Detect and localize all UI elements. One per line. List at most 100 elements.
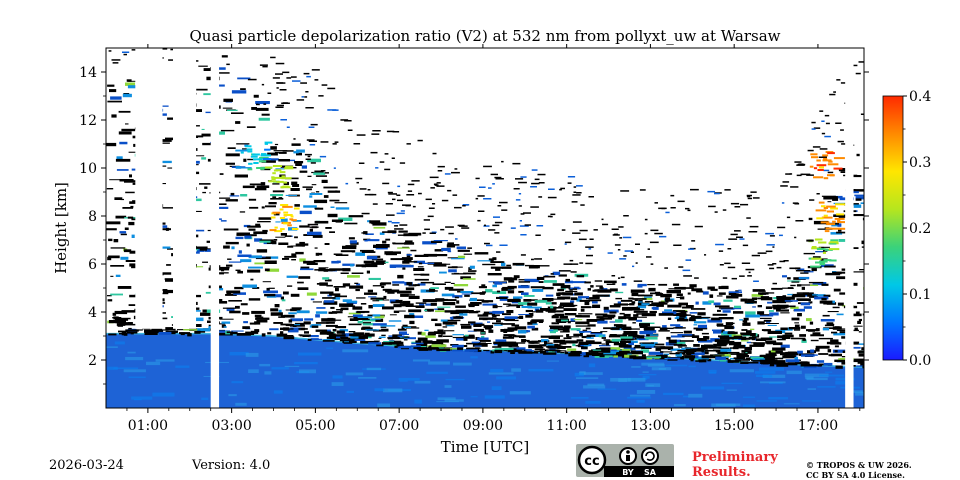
cloud-signal-mark — [733, 335, 743, 339]
cloud-signal-mark — [774, 357, 784, 360]
cloud-signal-mark — [656, 355, 661, 357]
sparse-signal-mark — [757, 252, 767, 254]
cloud-signal-mark — [404, 314, 415, 319]
sparse-signal-mark — [715, 243, 724, 246]
depol-feature-mark — [273, 169, 279, 172]
cloud-signal-mark — [470, 292, 482, 295]
sparse-signal-mark — [765, 232, 774, 235]
cloud-signal-mark — [187, 333, 192, 337]
depol-feature-mark — [247, 168, 253, 171]
sparse-signal-mark — [396, 194, 401, 196]
cloud-signal-mark — [730, 293, 743, 297]
cloud-signal-mark — [855, 196, 864, 200]
cloud-signal-mark — [290, 188, 300, 191]
svg-text:cc: cc — [584, 454, 599, 469]
aerosol-texture-mark — [488, 372, 514, 375]
cloud-signal-mark — [799, 277, 809, 279]
cloud-signal-mark — [780, 312, 790, 314]
cloud-signal-mark — [731, 334, 742, 337]
cloud-signal-mark — [764, 358, 774, 360]
cloud-signal-mark — [290, 245, 300, 247]
cloud-signal-mark — [686, 305, 694, 308]
cloud-signal-mark — [854, 194, 864, 197]
cloud-signal-mark — [431, 341, 444, 345]
cloud-signal-mark — [242, 284, 257, 288]
cloud-signal-mark — [136, 329, 143, 331]
cloud-signal-mark — [547, 346, 560, 349]
cloud-signal-mark — [373, 244, 388, 248]
cloud-signal-mark — [540, 308, 550, 311]
sparse-signal-mark — [488, 229, 496, 231]
sparse-signal-mark — [364, 193, 374, 196]
depol-feature-mark — [280, 228, 285, 231]
cloud-signal-mark — [350, 339, 366, 341]
cloud-signal-mark — [750, 356, 764, 359]
cloud-signal-mark — [402, 324, 408, 327]
cloud-signal-mark — [800, 363, 811, 367]
cloud-signal-mark — [326, 321, 335, 324]
cloud-signal-mark — [402, 260, 410, 264]
cloud-signal-mark — [563, 308, 577, 311]
cloud-signal-mark — [788, 327, 801, 330]
cloud-signal-mark — [387, 230, 397, 234]
cloud-signal-mark — [751, 294, 764, 297]
cloud-signal-mark — [777, 339, 786, 341]
cloud-signal-mark — [663, 353, 669, 355]
cloud-signal-mark — [290, 324, 305, 327]
aerosol-texture-mark — [583, 385, 606, 389]
cloud-signal-mark — [817, 364, 822, 367]
x-tick-label: 13:00 — [630, 418, 670, 434]
cloud-signal-mark — [834, 345, 839, 348]
aerosol-texture-mark — [709, 372, 717, 374]
cloud-signal-mark — [795, 270, 811, 272]
cloud-signal-mark — [298, 276, 311, 279]
cloud-signal-mark — [763, 319, 772, 322]
cloud-signal-mark — [864, 364, 875, 366]
cloud-signal-mark — [372, 323, 387, 326]
sparse-signal-mark — [282, 71, 290, 74]
cloud-signal-mark — [202, 191, 206, 194]
cloud-signal-mark — [759, 354, 773, 357]
colorbar-tick-label: 0.1 — [909, 287, 931, 303]
cloud-signal-mark — [633, 307, 640, 311]
cloud-signal-mark — [776, 363, 789, 367]
sa-sharealike-icon — [641, 447, 659, 465]
sparse-signal-mark — [602, 223, 609, 226]
sparse-signal-mark — [691, 240, 696, 242]
cloud-signal-mark — [380, 325, 396, 327]
depol-feature-mark — [291, 219, 297, 222]
sparse-signal-mark — [650, 263, 654, 265]
cloud-signal-mark — [300, 323, 305, 327]
cloud-signal-mark — [196, 266, 204, 268]
cloud-signal-mark — [122, 207, 134, 209]
cloud-signal-mark — [264, 293, 276, 297]
cloud-signal-mark — [362, 326, 371, 329]
cloud-signal-mark — [240, 194, 248, 197]
cloud-signal-mark — [850, 189, 864, 192]
cloud-signal-mark — [364, 292, 378, 295]
cloud-signal-mark — [670, 348, 680, 351]
cloud-signal-mark — [463, 253, 473, 255]
cloud-signal-mark — [285, 177, 299, 180]
cloud-signal-mark — [550, 273, 554, 275]
aerosol-texture-mark — [817, 386, 836, 388]
cloud-signal-mark — [502, 318, 507, 321]
depol-feature-mark — [282, 205, 293, 208]
cloud-signal-mark — [300, 266, 310, 270]
sparse-signal-mark — [585, 246, 594, 248]
depol-feature-mark — [274, 176, 283, 179]
cloud-signal-mark — [586, 297, 600, 300]
cloud-signal-mark — [549, 330, 556, 334]
cloud-signal-mark — [213, 206, 229, 209]
cloud-signal-mark — [518, 351, 533, 354]
sparse-signal-mark — [779, 260, 786, 263]
depol-feature-mark — [822, 159, 832, 162]
cloud-signal-mark — [237, 254, 252, 257]
cloud-signal-mark — [385, 238, 391, 241]
depol-feature-mark — [245, 145, 252, 148]
sparse-signal-mark — [445, 226, 454, 228]
cloud-signal-mark — [633, 356, 647, 360]
cloud-signal-mark — [195, 198, 202, 202]
cloud-signal-mark — [580, 306, 591, 309]
sparse-signal-mark — [293, 138, 296, 140]
